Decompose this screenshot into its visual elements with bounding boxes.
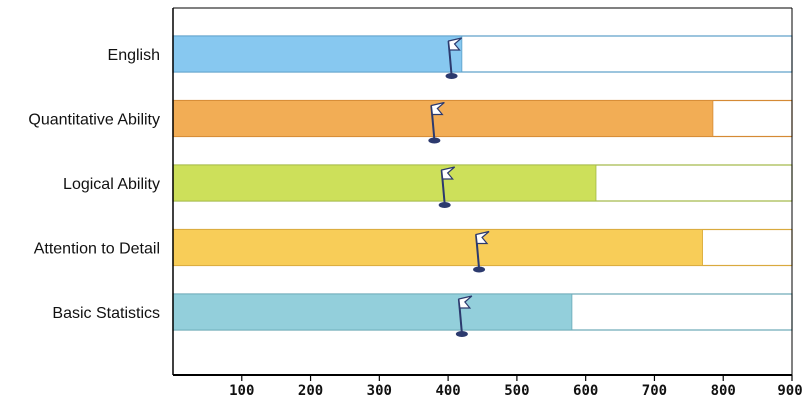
bar xyxy=(172,293,573,331)
flag-base xyxy=(445,73,458,79)
category-label: Logical Ability xyxy=(63,176,160,193)
flag-marker xyxy=(438,166,456,208)
category-label: English xyxy=(108,47,160,64)
bar xyxy=(172,229,703,266)
x-tick-label: 500 xyxy=(504,383,529,399)
x-tick-label: 600 xyxy=(573,383,598,399)
bar xyxy=(172,164,597,202)
flag-base xyxy=(473,266,486,273)
x-tick-label: 100 xyxy=(229,383,254,399)
bar xyxy=(172,100,714,137)
flag-markers xyxy=(428,37,490,337)
flag-cloth xyxy=(458,295,473,309)
flag-base xyxy=(455,331,468,337)
x-axis: 100 200 300 400 500 600 700 800 900 xyxy=(172,7,803,399)
flag-cloth xyxy=(447,37,462,51)
flag-base xyxy=(428,137,441,144)
bars-layer xyxy=(172,35,793,331)
x-tick-label: 200 xyxy=(298,383,323,399)
category-label: Attention to Detail xyxy=(34,241,160,258)
flag-marker xyxy=(428,101,445,144)
flag-base xyxy=(438,202,451,208)
x-tick-label: 900 xyxy=(777,383,802,399)
category-labels: English Quantitative Ability Logical Abili… xyxy=(28,47,160,322)
category-label: Quantitative Ability xyxy=(28,112,160,129)
x-tick-label: 700 xyxy=(642,383,667,399)
x-tick-label: 300 xyxy=(367,383,392,399)
flag-cloth xyxy=(441,166,456,180)
flag-marker xyxy=(455,295,473,337)
flag-cloth xyxy=(475,230,490,245)
bar xyxy=(172,35,463,73)
x-tick-label: 400 xyxy=(435,383,460,399)
x-tick-label: 800 xyxy=(711,383,736,399)
flag-cloth xyxy=(430,101,445,116)
flag-marker xyxy=(445,37,462,79)
flag-marker xyxy=(473,230,490,273)
category-label: Basic Statistics xyxy=(52,305,160,322)
